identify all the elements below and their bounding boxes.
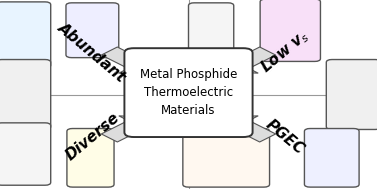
Text: Low v$_s$: Low v$_s$ (257, 26, 313, 77)
Text: PGEC: PGEC (262, 117, 307, 157)
Polygon shape (224, 47, 276, 73)
Polygon shape (101, 116, 153, 142)
FancyBboxPatch shape (0, 60, 51, 129)
FancyBboxPatch shape (66, 3, 119, 58)
Text: Diverse: Diverse (63, 110, 122, 164)
FancyBboxPatch shape (188, 3, 234, 58)
FancyBboxPatch shape (305, 129, 359, 187)
FancyBboxPatch shape (0, 2, 51, 68)
FancyBboxPatch shape (67, 129, 114, 187)
FancyBboxPatch shape (0, 123, 51, 185)
Polygon shape (224, 116, 276, 142)
FancyBboxPatch shape (124, 48, 253, 137)
FancyBboxPatch shape (260, 0, 320, 61)
FancyBboxPatch shape (183, 129, 270, 187)
Text: Metal Phosphide
Thermoelectric
Materials: Metal Phosphide Thermoelectric Materials (140, 68, 237, 117)
Text: Abundant: Abundant (55, 19, 129, 85)
Polygon shape (101, 47, 153, 73)
FancyBboxPatch shape (326, 60, 377, 129)
